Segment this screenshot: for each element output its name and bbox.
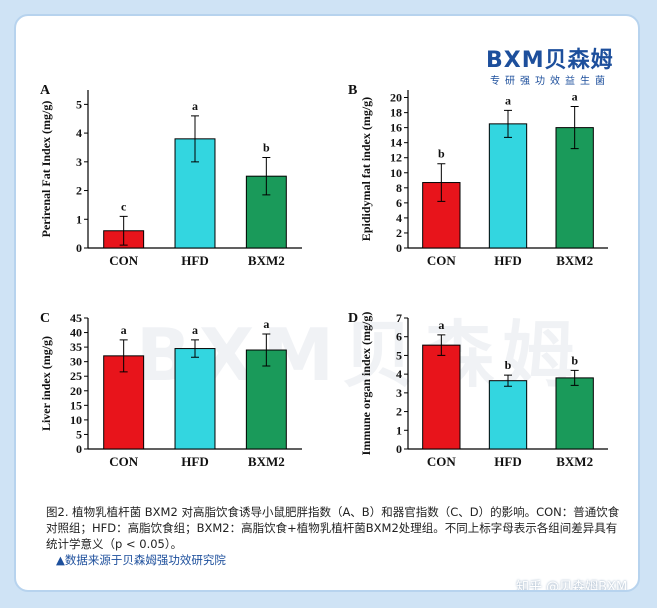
significance-letter: b (438, 147, 445, 161)
bar (488, 123, 528, 249)
error-bar (119, 339, 128, 373)
y-tick-label: 1 (396, 423, 402, 437)
card: BXM贝森姆 BXM贝森姆 专研强功效益生菌 A Perirenal Fat In… (14, 14, 640, 592)
error-bar (504, 109, 512, 138)
panel-label: D (348, 311, 358, 326)
y-tick-label: 5 (76, 97, 82, 111)
y-tick-label: 6 (396, 330, 402, 344)
error-bar (191, 339, 199, 358)
y-tick-label: 2 (396, 226, 402, 240)
significance-letter: a (192, 323, 198, 337)
watermark: 知乎 @贝森姆BXM (516, 580, 628, 592)
panel-label: A (40, 83, 51, 98)
y-tick-label: 0 (396, 442, 402, 456)
y-tick-label: 3 (396, 386, 402, 400)
y-tick-label: 0 (396, 241, 402, 255)
logo: BXM贝森姆 (486, 48, 614, 73)
y-tick-label: 45 (70, 311, 82, 325)
x-tick-label: CON (427, 454, 457, 469)
bar (174, 348, 216, 450)
y-tick-label: 4 (396, 367, 402, 381)
y-tick-label: 35 (70, 340, 82, 354)
source-note: ▲数据来源于贝森姆强功效研究院 (56, 553, 226, 567)
y-tick-label: 14 (390, 136, 402, 150)
significance-letter: b (571, 353, 578, 367)
significance-letter: a (572, 90, 578, 104)
slogan: 专研强功效益生菌 (490, 76, 610, 87)
error-bar (437, 163, 446, 202)
y-tick-label: 5 (396, 348, 402, 362)
bar (422, 344, 461, 450)
significance-letter: b (505, 358, 512, 372)
y-tick-label: 8 (396, 181, 402, 195)
x-tick-label: HFD (494, 454, 521, 469)
x-tick-label: BXM2 (556, 454, 593, 469)
error-bar (191, 115, 199, 163)
significance-letter: b (263, 141, 270, 155)
x-tick-label: HFD (181, 454, 208, 469)
x-tick-label: HFD (494, 253, 521, 268)
x-tick-label: CON (427, 253, 457, 268)
x-tick-label: CON (109, 454, 139, 469)
significance-letter: a (263, 317, 269, 331)
y-tick-label: 4 (396, 211, 402, 225)
y-tick-label: 3 (76, 155, 82, 169)
x-tick-label: HFD (181, 253, 208, 268)
y-tick-label: 16 (390, 121, 402, 135)
error-bar (119, 215, 128, 246)
panel-label: B (348, 83, 357, 98)
y-tick-label: 30 (70, 355, 82, 369)
y-axis-label: Immune organ index (mg/g) (359, 312, 373, 456)
y-tick-label: 0 (76, 241, 82, 255)
y-tick-label: 2 (76, 184, 82, 198)
y-axis-label: Epididymal fat index (mg/g) (359, 97, 373, 241)
y-tick-label: 10 (70, 413, 82, 427)
y-tick-label: 40 (70, 326, 82, 340)
bar (555, 377, 594, 450)
y-tick-label: 0 (76, 442, 82, 456)
significance-letter: a (438, 318, 444, 332)
error-bar (437, 334, 446, 356)
error-bar (570, 369, 579, 386)
y-tick-label: 15 (70, 398, 82, 412)
y-tick-label: 4 (76, 126, 82, 140)
y-tick-label: 25 (70, 369, 82, 383)
x-tick-label: BXM2 (248, 454, 285, 469)
bar (488, 380, 528, 450)
y-tick-label: 20 (70, 384, 82, 398)
y-axis-label: Liver index (mg/g) (39, 336, 53, 431)
y-tick-label: 2 (396, 405, 402, 419)
y-tick-label: 7 (396, 311, 402, 325)
error-bar (262, 333, 271, 367)
x-tick-label: BXM2 (248, 253, 285, 268)
y-tick-label: 12 (390, 151, 402, 165)
y-tick-label: 18 (390, 106, 402, 120)
panel-label: C (40, 311, 50, 326)
y-axis-label: Perirenal Fat Index (mg/g) (39, 101, 53, 238)
y-tick-label: 1 (76, 212, 82, 226)
error-bar (570, 106, 579, 150)
y-tick-label: 20 (390, 91, 402, 105)
error-bar (262, 157, 271, 196)
significance-letter: a (192, 99, 198, 113)
error-bar (504, 374, 512, 387)
x-tick-label: BXM2 (556, 253, 593, 268)
significance-letter: a (505, 93, 511, 107)
y-tick-label: 5 (76, 427, 82, 441)
y-tick-label: 10 (390, 166, 402, 180)
x-tick-label: CON (109, 253, 139, 268)
caption: 图2. 植物乳植杆菌 BXM2 对高脂饮食诱导小鼠肥胖指数（A、B）和器官指数（… (46, 505, 620, 551)
significance-letter: a (121, 323, 127, 337)
significance-letter: c (121, 199, 127, 213)
y-tick-label: 6 (396, 196, 402, 210)
